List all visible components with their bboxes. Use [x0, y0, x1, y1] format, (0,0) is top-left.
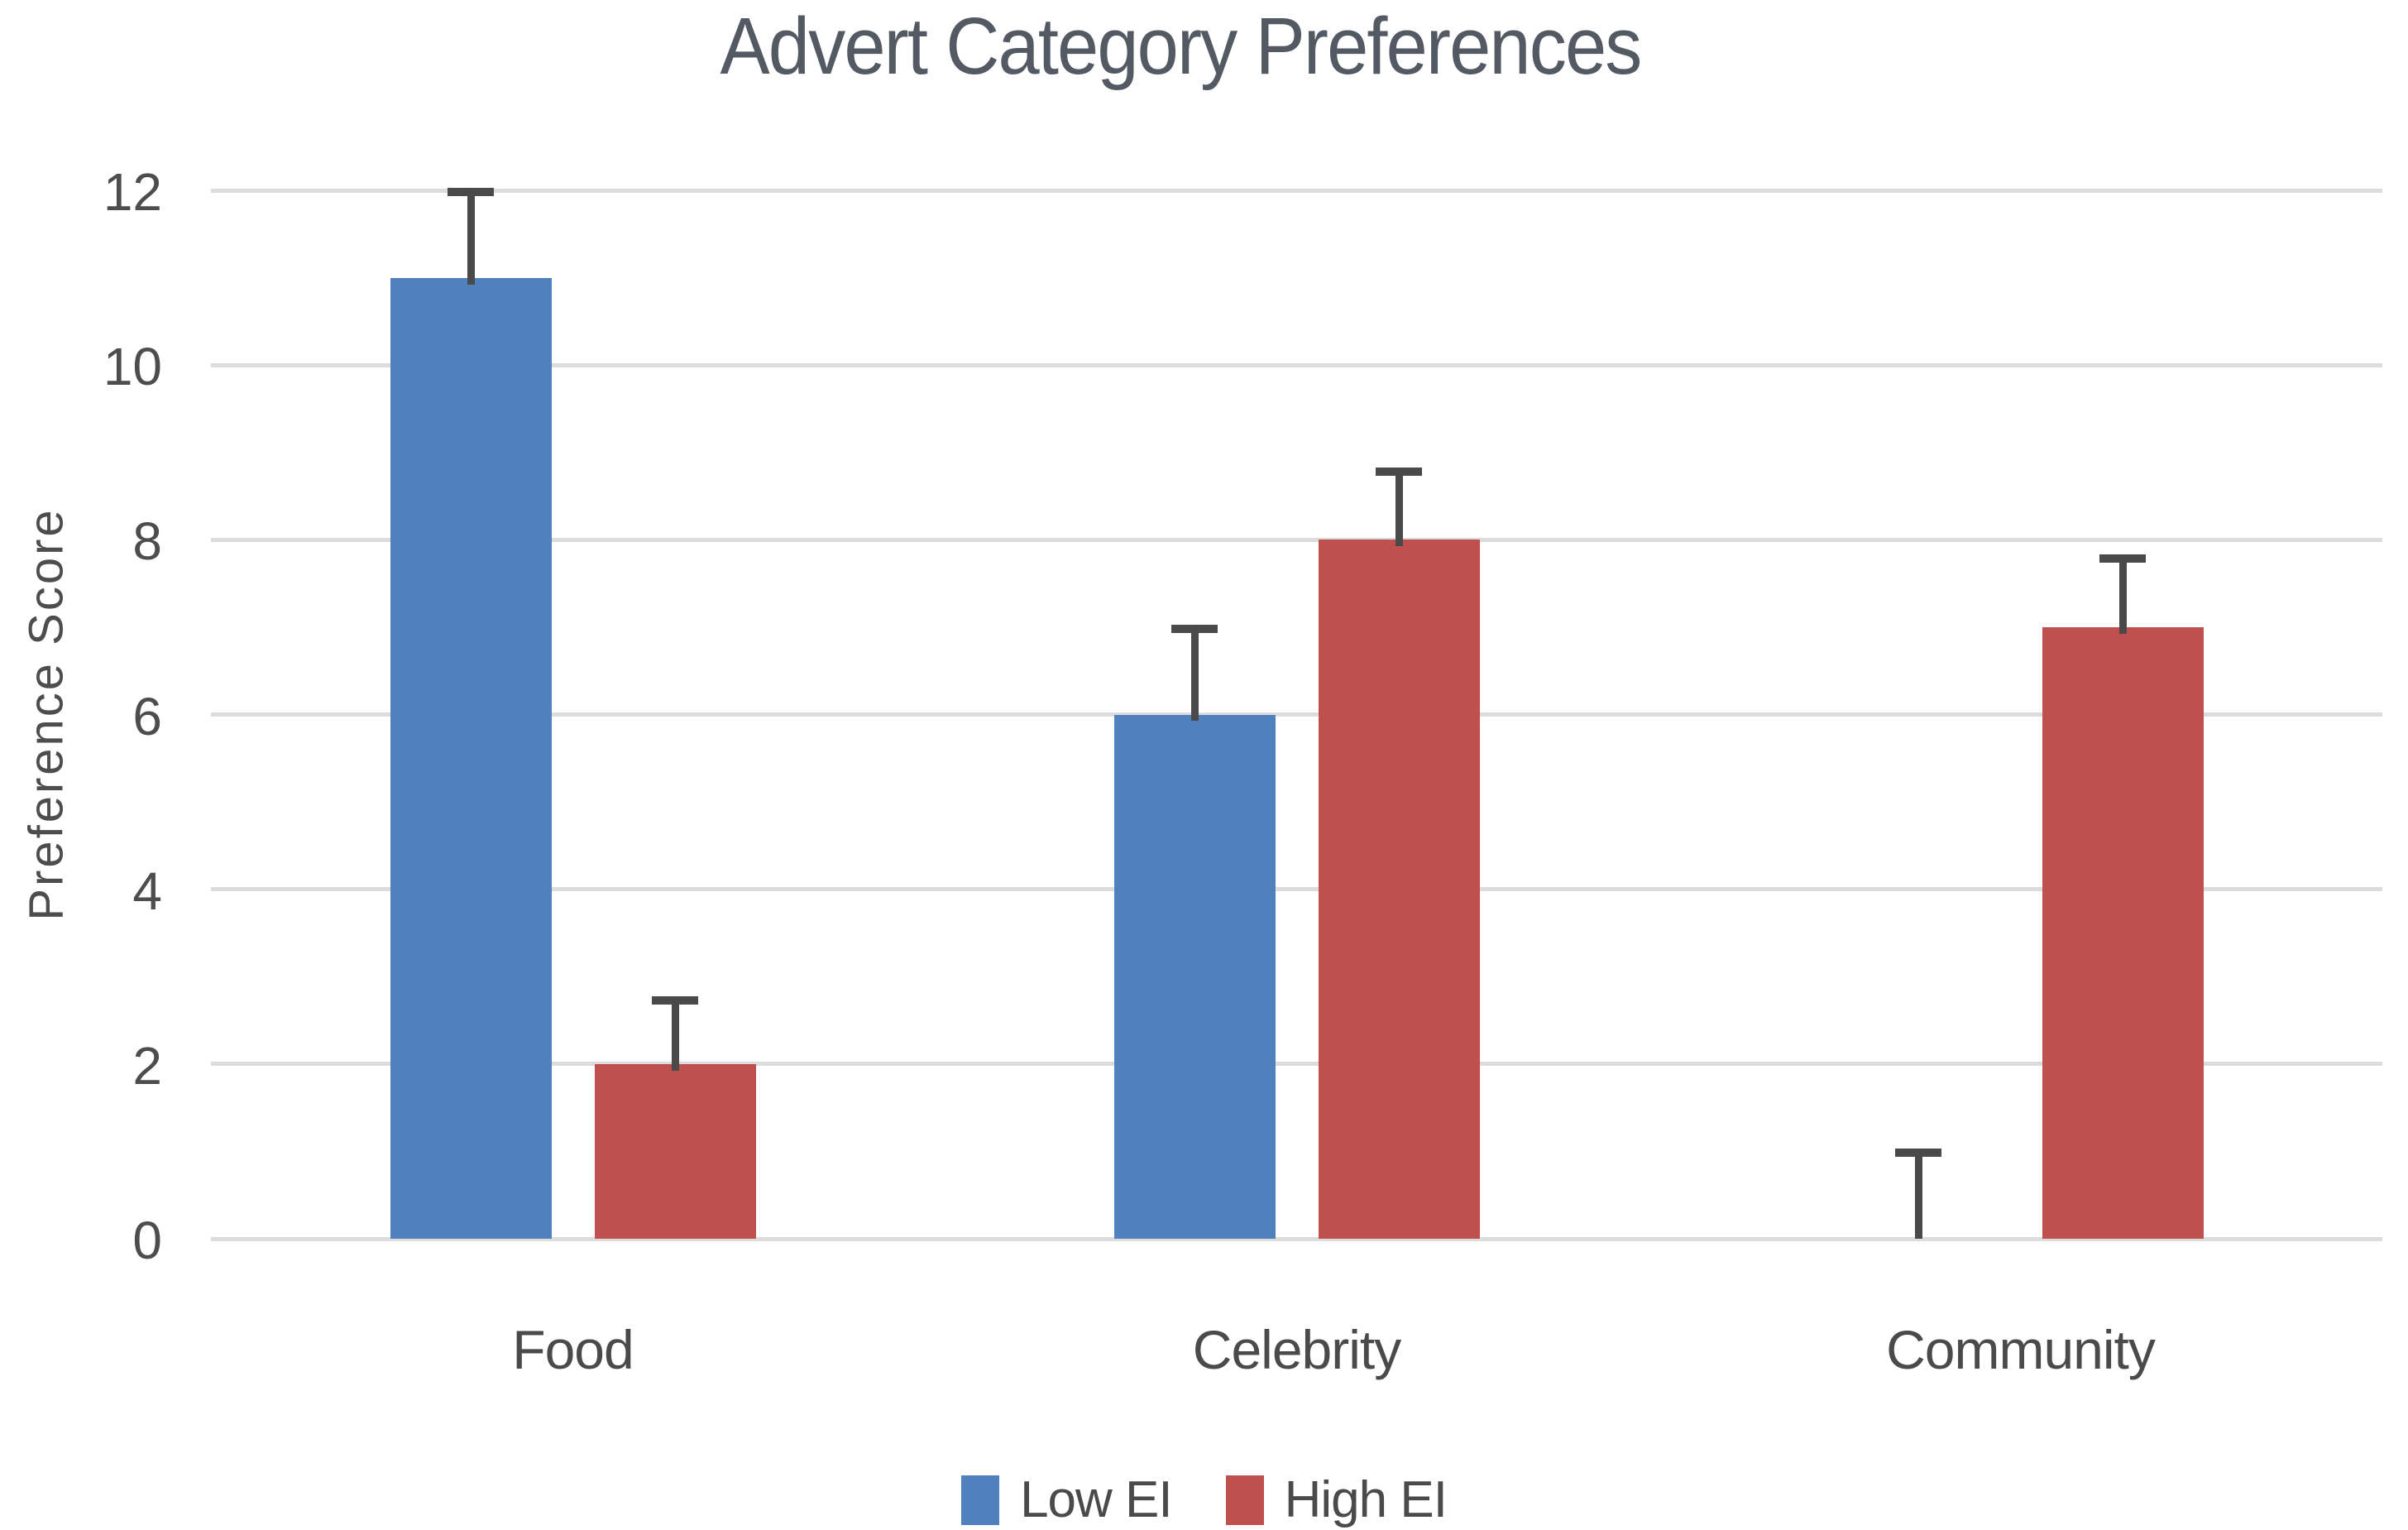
- error-bar-cap: [1895, 1149, 1941, 1158]
- legend-label-high-ei: High EI: [1284, 1471, 1448, 1528]
- gridline: [211, 188, 2382, 193]
- chart-title: Advert Category Preferences: [720, 1, 1642, 91]
- legend-swatch-low-ei: [961, 1475, 1000, 1525]
- error-bar-line: [1190, 626, 1199, 722]
- legend-item-high-ei: High EI: [1225, 1471, 1448, 1528]
- x-category-label-celebrity: Celebrity: [1192, 1319, 1401, 1380]
- legend-item-low-ei: Low EI: [961, 1471, 1173, 1528]
- error-bar-line: [467, 190, 475, 285]
- y-tick-label: 0: [132, 1211, 162, 1270]
- legend-label-low-ei: Low EI: [1020, 1471, 1173, 1528]
- bar-high-ei-community: [2042, 626, 2204, 1239]
- error-bar-line: [1395, 469, 1403, 547]
- error-bar-cap: [448, 188, 494, 196]
- legend: Low EI High EI: [0, 1475, 2408, 1526]
- bar-high-ei-celebrity: [1318, 540, 1480, 1239]
- error-bar-line: [2118, 557, 2127, 634]
- legend-swatch-high-ei: [1225, 1475, 1264, 1525]
- error-bar-line: [1914, 1151, 1922, 1239]
- bar-high-ei-food: [594, 1063, 756, 1239]
- error-bar-line: [671, 998, 679, 1071]
- error-bar-cap: [1171, 624, 1218, 633]
- y-tick-label: 12: [103, 162, 162, 222]
- error-bar-cap: [2099, 554, 2146, 564]
- gridline: [211, 1236, 2382, 1241]
- gridline: [211, 362, 2382, 367]
- gridline: [211, 537, 2382, 542]
- gridline: [211, 887, 2382, 892]
- error-bar-cap: [1376, 467, 1422, 476]
- gridline: [211, 712, 2382, 717]
- x-category-label-food: Food: [512, 1319, 634, 1380]
- gridline: [211, 1062, 2382, 1067]
- error-bar-cap: [652, 995, 698, 1005]
- y-tick-label: 2: [132, 1035, 162, 1096]
- bar-low-ei-celebrity: [1113, 714, 1276, 1239]
- bar-low-ei-food: [390, 277, 552, 1239]
- y-tick-label: 4: [132, 861, 162, 921]
- y-tick-label: 8: [132, 511, 162, 572]
- x-category-label-community: Community: [1886, 1319, 2156, 1380]
- y-tick-label: 6: [132, 686, 162, 746]
- y-tick-label: 10: [103, 337, 162, 397]
